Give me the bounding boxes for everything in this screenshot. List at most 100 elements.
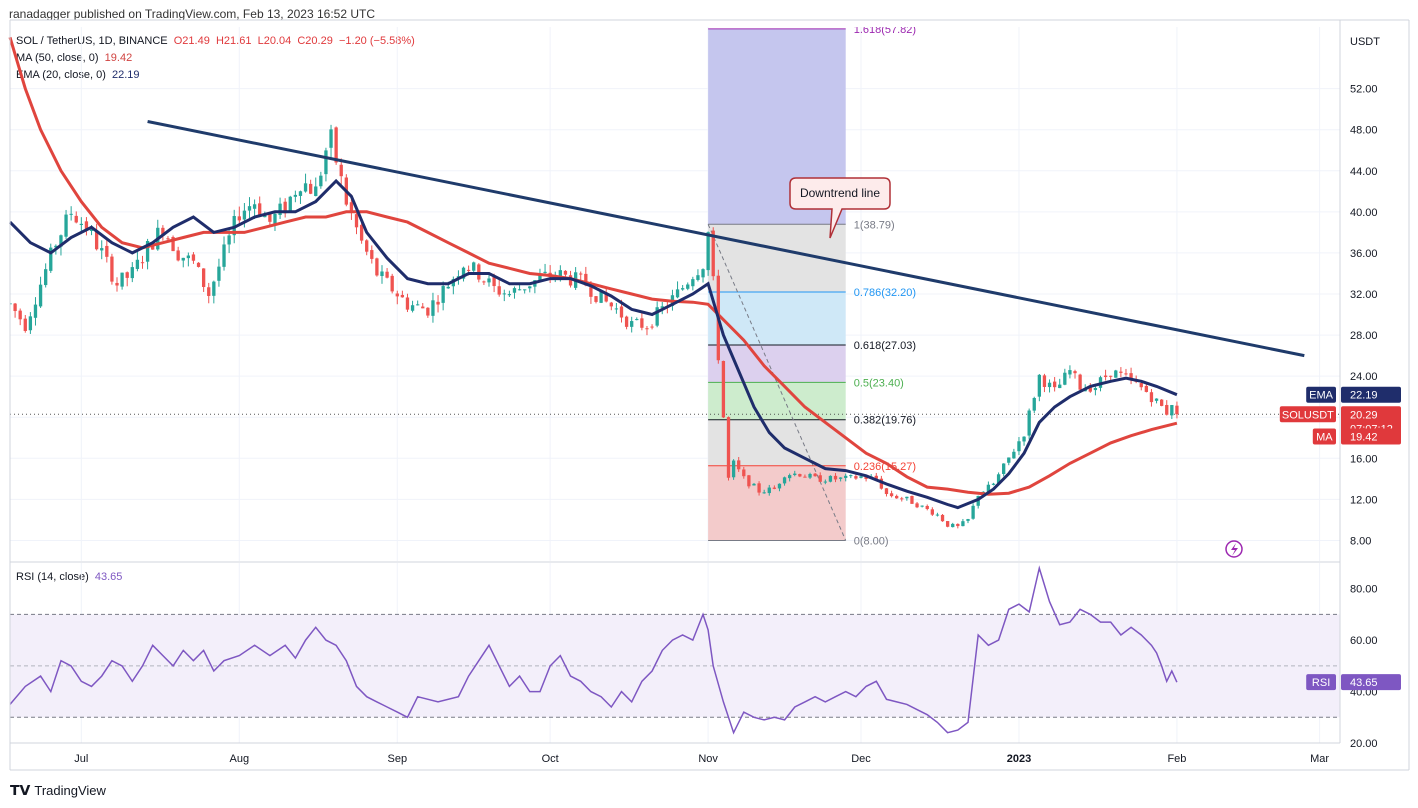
candle-body [247, 206, 252, 211]
ema-legend[interactable]: EMA (20, close, 0) 22.19 [16, 69, 140, 81]
candle-body [523, 289, 527, 291]
candle-body [818, 475, 822, 482]
candle-body [1037, 374, 1042, 397]
price-tick-label: 8.00 [1350, 535, 1371, 547]
price-axis-unit: USDT [1350, 36, 1380, 48]
ohlc-low: L20.04 [257, 35, 292, 47]
ma-badge-value-box [1341, 428, 1401, 445]
candle-body [737, 460, 741, 470]
fib-zone [708, 291, 846, 346]
candle-body [105, 245, 109, 257]
candle-body [747, 475, 751, 487]
fib-level-label: 0.236(15.27) [854, 461, 916, 473]
ma50-line[interactable] [8, 36, 1178, 496]
candle-body [680, 288, 685, 290]
candle-body [1027, 410, 1031, 436]
candle-body [171, 237, 175, 252]
candlestick-series [10, 124, 1179, 529]
grid-lines [10, 27, 1340, 743]
candle-body [334, 127, 338, 163]
candle-body [645, 328, 649, 330]
time-tick-label: 2023 [1007, 753, 1031, 765]
rsi-line[interactable] [10, 565, 1178, 735]
candle-body [996, 474, 1001, 484]
candle-body [864, 477, 868, 479]
candle-body [1032, 397, 1036, 411]
candle-body [222, 244, 226, 267]
candle-body [186, 255, 191, 259]
candle-body [405, 297, 410, 310]
candle-body [74, 215, 78, 223]
candle-body [630, 321, 634, 327]
time-axis[interactable]: Jul Aug Sep Oct Nov Dec 2023 Feb Mar [74, 753, 1329, 765]
candle-body [1007, 457, 1011, 463]
candle-body [38, 284, 43, 307]
candle-body [130, 267, 134, 279]
candle-body [1073, 371, 1077, 374]
candle-body [660, 306, 664, 308]
rsi-band [10, 613, 1340, 718]
candle-body [910, 495, 914, 504]
rsi-legend[interactable]: RSI (14, close) 43.65 [16, 571, 122, 583]
candle-body [196, 262, 201, 267]
candle-body [1103, 375, 1108, 378]
candle-body [283, 201, 287, 214]
fibonacci-diagonal [707, 224, 847, 541]
footer: 𝗧𝗩 TradingView [10, 782, 106, 799]
fib-level-label: 0.382(19.76) [854, 415, 916, 427]
rsi-tick-label: 60.00 [1350, 635, 1378, 647]
downtrend-line[interactable] [147, 120, 1305, 358]
price-tick-label: 36.00 [1350, 248, 1378, 260]
lightning-icon[interactable] [1225, 540, 1243, 558]
candle-body [563, 270, 568, 275]
candle-body [354, 214, 359, 228]
candle-body [461, 267, 466, 279]
candle-body [100, 248, 104, 251]
candle-body [889, 493, 894, 497]
ema20-line[interactable] [8, 178, 1178, 510]
price-tick-label: 12.00 [1350, 494, 1378, 506]
candle-body [181, 257, 185, 261]
candle-body [803, 476, 807, 478]
candle-body [472, 262, 476, 271]
candle-body [874, 475, 878, 479]
candle-body [1068, 370, 1072, 375]
candle-body [319, 175, 323, 187]
candle-body [568, 275, 573, 286]
rsi-legend-value: 43.65 [94, 571, 123, 583]
candle-body [609, 302, 613, 307]
candle-body [614, 308, 619, 310]
candle-body [884, 488, 889, 495]
candle-body [201, 268, 206, 287]
price-tick-label: 32.00 [1350, 289, 1378, 301]
candle-body [431, 300, 435, 316]
candle-body [844, 475, 848, 478]
candle-body [767, 487, 771, 494]
candle-body [227, 235, 231, 245]
candle-body [140, 262, 145, 264]
candle-body [1119, 371, 1123, 373]
candle-body [166, 238, 170, 240]
ma-legend[interactable]: MA (50, close, 0) 19.42 [16, 52, 132, 64]
fib-level-label: 0.5(23.40) [854, 377, 904, 389]
candle-body [777, 483, 782, 489]
rsi-tick-label: 20.00 [1350, 738, 1378, 750]
candle-body [1047, 382, 1052, 388]
candle-body [808, 473, 812, 478]
candle-body [706, 232, 710, 271]
candle-body [650, 326, 654, 328]
candle-body [69, 213, 73, 215]
candle-body [237, 216, 241, 221]
ma-badge-label: MA [1316, 432, 1333, 444]
candle-body [854, 476, 858, 479]
price-axis[interactable]: 8.0012.0016.0020.0024.0028.0032.0036.004… [1350, 84, 1378, 548]
rsi-badge-label-box [1306, 674, 1336, 691]
candle-body [44, 269, 48, 286]
candle-body [594, 296, 598, 302]
candle-body [380, 271, 384, 277]
candle-body [89, 229, 94, 231]
candle-body [125, 272, 129, 278]
candle-body [757, 483, 761, 493]
